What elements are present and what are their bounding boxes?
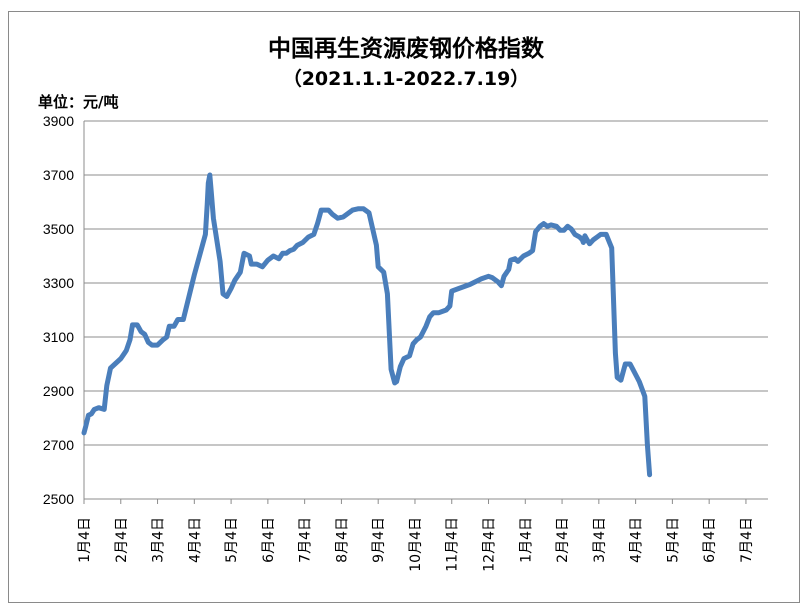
x-tick-label: 1月4日 (518, 517, 534, 563)
y-tick-label: 3900 (43, 113, 74, 129)
unit-label: 单位：元/吨 (38, 93, 119, 111)
x-tick-label: 10月4日 (408, 517, 424, 572)
x-tick-label: 3月4日 (151, 517, 167, 563)
y-tick-label: 3100 (43, 329, 74, 345)
y-tick-label: 2500 (43, 491, 74, 507)
x-tick-label: 2月4日 (114, 517, 130, 563)
x-tick-label: 4月4日 (187, 517, 203, 563)
x-tick-label: 7月4日 (739, 517, 755, 563)
x-tick-label: 11月4日 (445, 517, 461, 572)
y-tick-label: 3500 (43, 221, 74, 237)
y-tick-label: 3700 (43, 167, 74, 183)
x-tick-label: 7月4日 (298, 517, 314, 563)
x-tick-label: 6月4日 (702, 517, 718, 563)
chart-subtitle: （2021.1.1-2022.7.19） (282, 68, 530, 90)
x-tick-label: 9月4日 (371, 517, 387, 563)
x-tick-label: 4月4日 (629, 517, 645, 563)
y-tick-label: 2900 (43, 383, 74, 399)
series-line (81, 172, 653, 478)
x-tick-label: 5月4日 (665, 517, 681, 563)
x-tick-label: 3月4日 (592, 517, 608, 563)
x-tick-label: 1月4日 (77, 517, 93, 563)
x-tick-label: 12月4日 (482, 517, 498, 572)
x-tick-label: 6月4日 (261, 517, 277, 563)
chart-title: 中国再生资源废钢价格指数 (268, 36, 544, 62)
chart-frame (8, 11, 800, 603)
y-tick-label: 2700 (43, 437, 74, 453)
x-tick-label: 8月4日 (334, 517, 350, 563)
x-tick-label: 5月4日 (224, 517, 240, 563)
x-tick-label: 2月4日 (555, 517, 571, 563)
y-tick-label: 3300 (43, 275, 74, 291)
